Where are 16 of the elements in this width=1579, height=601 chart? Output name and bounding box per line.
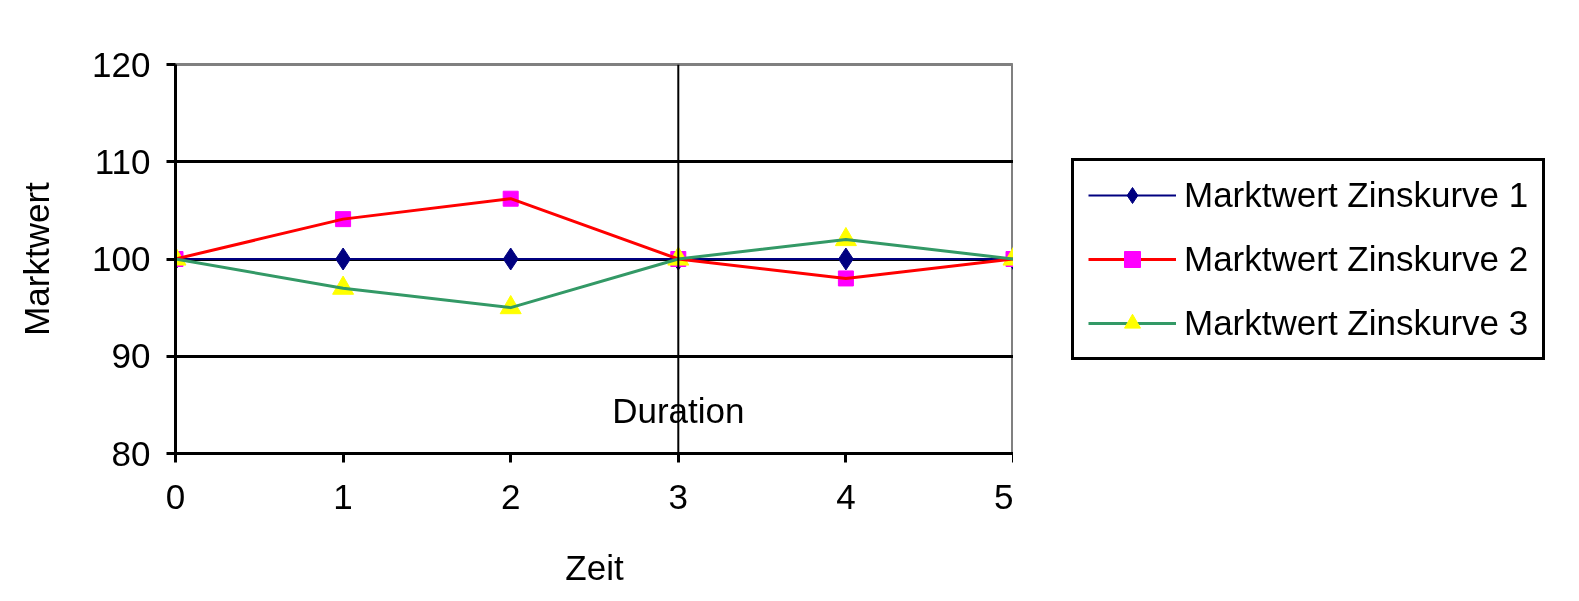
x-axis-title: Zeit — [565, 547, 624, 587]
y-axis-title: Marktwert — [17, 181, 57, 336]
x-tick-label: 3 — [668, 476, 689, 516]
x-tick-label: 5 — [994, 476, 1014, 516]
x-tick-label: 4 — [836, 476, 856, 516]
x-tick-label: 1 — [333, 476, 353, 516]
legend-label: Marktwert Zinskurve 1 — [1184, 174, 1529, 215]
legend-label: Marktwert Zinskurve 2 — [1184, 238, 1529, 279]
x-tick-label: 2 — [500, 476, 521, 516]
y-tick-label: 120 — [92, 44, 151, 84]
y-tick-label: 110 — [94, 141, 151, 181]
legend-label: Marktwert Zinskurve 3 — [1184, 302, 1529, 343]
y-tick-label: 90 — [111, 336, 151, 376]
x-tick-label: 0 — [165, 476, 186, 516]
y-tick-label: 100 — [92, 239, 151, 278]
y-tick-label: 80 — [111, 433, 151, 473]
